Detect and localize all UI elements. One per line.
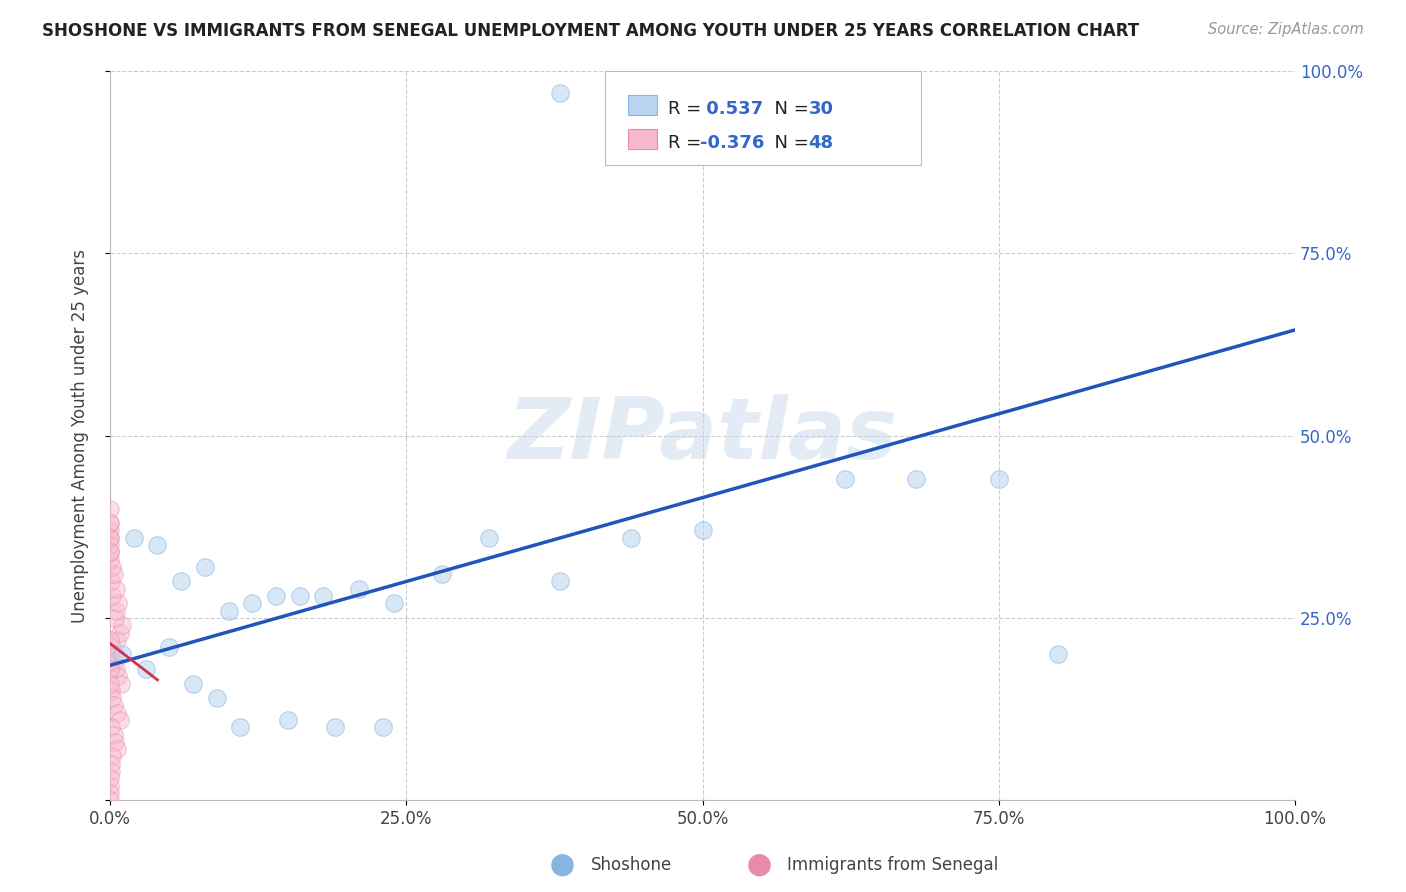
Point [108, 625, 131, 640]
Text: 0.537: 0.537 [700, 100, 763, 118]
Point [218, 604, 240, 618]
Point [98, 632, 121, 647]
Point [101, 560, 124, 574]
Point [107, 596, 129, 610]
Y-axis label: Unemployment Among Youth under 25 years: Unemployment Among Youth under 25 years [72, 249, 89, 623]
Point [264, 589, 287, 603]
Text: Immigrants from Senegal: Immigrants from Senegal [787, 856, 998, 874]
Text: -0.376: -0.376 [700, 134, 765, 152]
Point [1047, 648, 1070, 662]
Point [111, 648, 134, 662]
Point [107, 669, 129, 683]
Point [347, 582, 370, 596]
Point [98, 501, 121, 516]
Point [312, 589, 335, 603]
Point [104, 648, 127, 662]
Point [620, 531, 643, 545]
Text: Source: ZipAtlas.com: Source: ZipAtlas.com [1208, 22, 1364, 37]
Point [101, 691, 124, 706]
Point [98, 655, 121, 669]
Point [110, 676, 132, 690]
Point [692, 524, 714, 538]
Point [430, 567, 453, 582]
Point [105, 706, 128, 720]
Text: SHOSHONE VS IMMIGRANTS FROM SENEGAL UNEMPLOYMENT AMONG YOUTH UNDER 25 YEARS CORR: SHOSHONE VS IMMIGRANTS FROM SENEGAL UNEM… [42, 22, 1139, 40]
Point [550, 86, 572, 100]
Point [103, 567, 125, 582]
Point [146, 538, 169, 552]
Point [98, 538, 121, 552]
Point [100, 756, 122, 771]
Point [101, 749, 124, 764]
Point [98, 531, 121, 545]
Point [104, 611, 127, 625]
Point [111, 618, 134, 632]
Point [105, 662, 128, 676]
Point [108, 713, 131, 727]
Point [98, 552, 121, 566]
Point [103, 698, 125, 713]
Point [478, 531, 501, 545]
Point [98, 524, 121, 538]
Text: R =: R = [668, 100, 707, 118]
Text: ZIPatlas: ZIPatlas [508, 394, 897, 477]
Point [205, 691, 228, 706]
Point [240, 596, 263, 610]
Point [100, 683, 122, 698]
Point [100, 574, 122, 589]
Point [384, 596, 406, 610]
Text: R =: R = [668, 134, 707, 152]
Text: N =: N = [763, 100, 815, 118]
Point [904, 472, 927, 486]
Point [104, 735, 127, 749]
Point [98, 662, 121, 676]
Point [122, 531, 145, 545]
Point [103, 728, 125, 742]
Point [98, 545, 121, 559]
Point [98, 516, 121, 530]
Point [100, 720, 122, 734]
Point [103, 655, 125, 669]
Point [229, 720, 252, 734]
Point [105, 582, 128, 596]
Point [157, 640, 180, 654]
Text: N =: N = [763, 134, 815, 152]
Point [105, 604, 128, 618]
Point [101, 589, 124, 603]
Text: ⬤: ⬤ [550, 854, 575, 877]
Point [550, 574, 572, 589]
Point [98, 772, 121, 786]
Point [135, 662, 157, 676]
Point [98, 793, 121, 807]
Point [371, 720, 394, 734]
Text: Shoshone: Shoshone [591, 856, 672, 874]
Point [98, 648, 121, 662]
Point [98, 779, 121, 793]
Point [834, 472, 856, 486]
Point [170, 574, 193, 589]
Point [98, 545, 121, 559]
Point [98, 676, 121, 690]
Text: 48: 48 [808, 134, 834, 152]
Point [277, 713, 299, 727]
Text: ⬤: ⬤ [747, 854, 772, 877]
Point [288, 589, 311, 603]
Point [100, 764, 122, 778]
Point [323, 720, 346, 734]
Point [98, 516, 121, 530]
Point [194, 560, 217, 574]
Text: 30: 30 [808, 100, 834, 118]
Point [98, 531, 121, 545]
Point [101, 640, 124, 654]
Point [105, 742, 128, 756]
Point [987, 472, 1010, 486]
Point [105, 632, 128, 647]
Point [181, 676, 204, 690]
Point [98, 786, 121, 800]
